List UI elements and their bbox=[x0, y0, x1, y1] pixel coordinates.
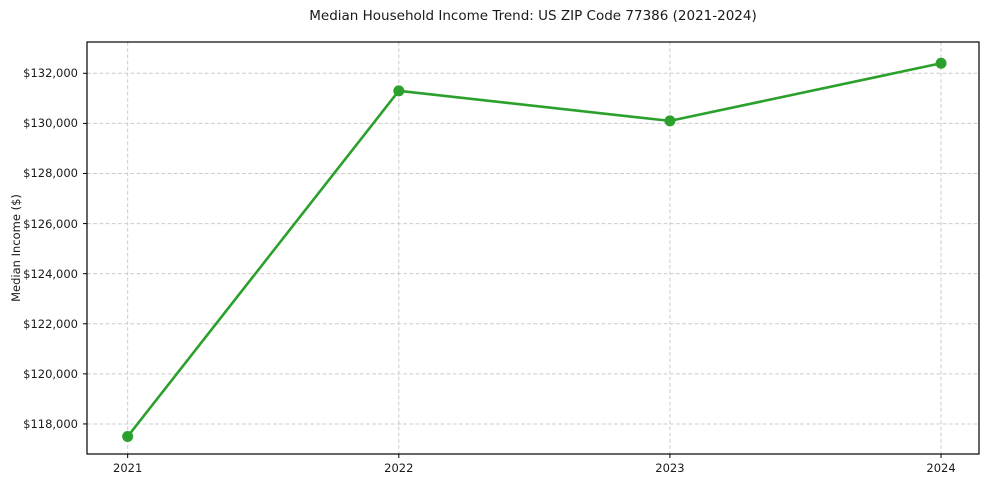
y-tick-label: $128,000 bbox=[23, 166, 78, 181]
chart-title: Median Household Income Trend: US ZIP Co… bbox=[309, 8, 757, 24]
x-tick-label: 2023 bbox=[655, 461, 685, 475]
y-tick-label: $132,000 bbox=[23, 66, 78, 81]
data-point-marker bbox=[664, 115, 676, 127]
y-tick-label: $130,000 bbox=[23, 116, 78, 131]
data-point-marker bbox=[393, 85, 405, 97]
y-tick-label: $120,000 bbox=[23, 366, 78, 381]
data-point-marker bbox=[935, 57, 947, 69]
x-tick-label: 2021 bbox=[113, 461, 143, 475]
series-line bbox=[126, 62, 942, 438]
plot-frame bbox=[86, 41, 980, 455]
y-tick-label: $118,000 bbox=[23, 416, 78, 431]
y-tick-label: $124,000 bbox=[23, 266, 78, 281]
x-tick-label: 2022 bbox=[384, 461, 414, 475]
y-tick-label: $126,000 bbox=[23, 216, 78, 231]
x-tick-label: 2024 bbox=[926, 461, 956, 475]
data-point-marker bbox=[122, 430, 134, 442]
y-tick-label: $122,000 bbox=[23, 316, 78, 331]
